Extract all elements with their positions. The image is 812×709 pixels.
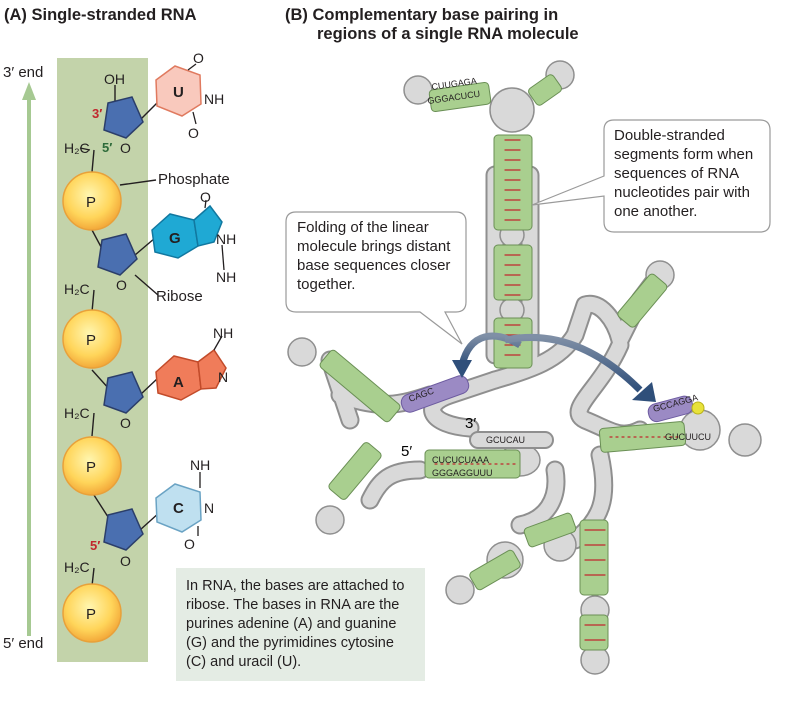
purple-segment-left (400, 375, 470, 413)
o-label-4: O (120, 553, 131, 569)
purple-segment-right (647, 395, 694, 423)
stem-left-diag (319, 349, 401, 423)
g-o-top: O (200, 189, 211, 205)
callout-left-text: Folding of the linear molecule brings di… (297, 219, 451, 293)
phosphate-label: Phosphate (158, 171, 230, 188)
stem-top-right (528, 74, 562, 106)
h2c-label-2: H₂C (64, 281, 90, 297)
yellow-nucleotide (691, 401, 705, 415)
seq-3end: GCUCAU (486, 435, 525, 445)
g-nh-1: NH (216, 231, 236, 247)
u-o-bottom: O (188, 125, 199, 141)
direction-arrowhead (22, 82, 36, 100)
base-a-ring-small (197, 348, 227, 390)
base-g-ring-small (193, 204, 223, 247)
base-c-letter: C (173, 500, 184, 517)
phosphate-4 (62, 583, 122, 643)
phosphate-3 (62, 436, 122, 496)
callout-left-bubble (285, 211, 467, 345)
five-prime-label: 5′ (401, 443, 412, 460)
rna-molecule (287, 60, 762, 675)
h2c-label-4: H₂C (64, 559, 90, 575)
panel-a-title: (A) Single-stranded RNA (4, 6, 197, 24)
prime-5-bottom-label: 5′ (90, 538, 100, 553)
ribose-label: Ribose (156, 288, 203, 305)
right-loop (728, 423, 762, 457)
phosphate-3-letter: P (86, 459, 96, 476)
five-prime-end-label: 5′ end (3, 635, 44, 652)
left-loop (287, 337, 317, 367)
stem-main-upper (493, 134, 533, 231)
right-inner-loop (679, 409, 721, 451)
stem-main-lower (493, 244, 533, 301)
h2c-label-3: H₂C (64, 405, 90, 421)
base-u-ring (155, 65, 202, 117)
o-label-3: O (120, 415, 131, 431)
left-bottom-loop (315, 505, 345, 535)
stem-bottom-right (579, 519, 609, 596)
a-n: N (218, 369, 228, 385)
o-label-1: O (120, 140, 131, 156)
ribose-group (97, 96, 144, 551)
g-nh-2: NH (216, 269, 236, 285)
three-prime-end-label: 3′ end (3, 64, 44, 81)
seq-5end-2: GGGAGGUUU (432, 468, 493, 478)
top-loop (489, 87, 535, 133)
folding-arrow-right (504, 333, 643, 393)
u-nh: NH (204, 91, 224, 107)
seq-right-2: GUCUUCU (665, 432, 711, 442)
phosphate-2 (62, 309, 122, 369)
prime-5-label: 5′ (102, 140, 112, 155)
a-nh: NH (213, 325, 233, 341)
base-g-letter: G (169, 230, 181, 247)
stem-bottom-far (579, 614, 609, 651)
ribose-4 (103, 508, 144, 551)
folding-arrowhead-left (452, 360, 472, 378)
stem-top-left (428, 81, 492, 113)
phosphate-1-letter: P (86, 194, 96, 211)
o-label-2: O (116, 277, 127, 293)
ribose-2 (97, 233, 138, 276)
panel-b-title-line2: regions of a single RNA molecule (317, 25, 579, 43)
c-nh: NH (190, 457, 210, 473)
c-o: O (184, 536, 195, 552)
callout-right-bubble (531, 119, 771, 233)
c-n: N (204, 500, 214, 516)
folding-arrowhead-right (632, 382, 656, 402)
stem-right-top (617, 273, 668, 328)
base-a-letter: A (173, 374, 184, 391)
stem-bottom-mid (523, 512, 577, 548)
phosphate-4-letter: P (86, 606, 96, 623)
base-u-letter: U (173, 84, 184, 101)
base-c-ring (155, 483, 202, 533)
phosphate-1 (62, 171, 122, 231)
base-bonds (187, 63, 225, 536)
ribose-1 (103, 96, 144, 139)
phosphate-group (62, 171, 122, 643)
callout-right-text: Double-stranded segments form when seque… (614, 127, 754, 220)
oh-label: OH (104, 71, 125, 87)
panel-b-title-line1: (B) Complementary base pairing in (285, 6, 559, 24)
bottom-loop-1 (445, 575, 475, 605)
three-prime-label: 3′ (465, 415, 476, 432)
stem-left-down (328, 442, 382, 500)
u-o-top: O (193, 50, 204, 66)
phosphate-2-letter: P (86, 332, 96, 349)
prime-3-label: 3′ (92, 106, 102, 121)
ribose-3 (103, 371, 144, 414)
rna-bases-note: In RNA, the bases are attached to ribose… (176, 568, 425, 681)
stem-bottom-left (469, 549, 521, 591)
seq-5end-1: CUCUCUAAA (432, 455, 489, 465)
h2c-label-1: H₂C (64, 140, 90, 156)
